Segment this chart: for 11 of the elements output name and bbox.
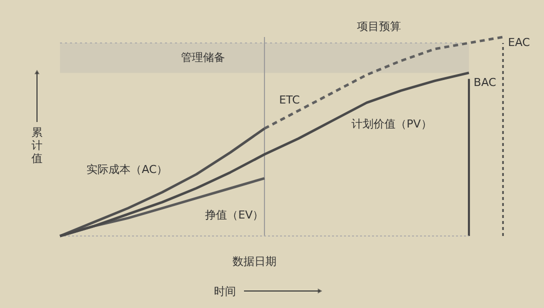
series-label: 挣值（EV） <box>205 208 264 222</box>
series-label: ETC <box>279 94 300 107</box>
x-axis-title: 时间 <box>214 285 236 298</box>
band-label: 管理储备 <box>181 50 226 64</box>
annotation: BAC <box>474 76 497 89</box>
series-label: 计划价值（PV） <box>352 118 432 131</box>
series-label: 实际成本（AC） <box>86 163 168 176</box>
ref-line-label: 项目预算 <box>356 20 401 33</box>
annotation: EAC <box>508 36 530 49</box>
text: 数据日期 <box>232 255 276 268</box>
y-axis-title: 累计值 <box>32 126 42 165</box>
